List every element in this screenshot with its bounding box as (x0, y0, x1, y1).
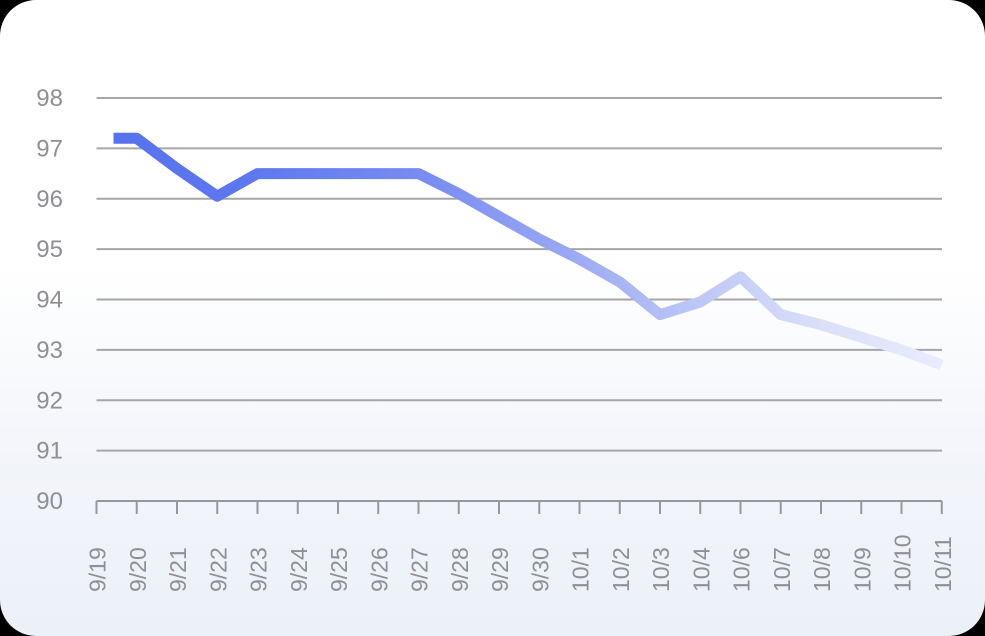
y-tick-label: 96 (36, 186, 63, 213)
x-tick-label: 10/7 (769, 547, 795, 592)
x-tick-label: 10/2 (608, 547, 634, 592)
x-tick-label: 10/9 (849, 547, 875, 592)
trend-line (113, 132, 944, 371)
x-tick-label: 10/3 (648, 547, 674, 592)
x-tick-label: 9/26 (366, 547, 392, 592)
x-tick-label: 9/28 (447, 547, 473, 592)
y-tick-label: 97 (36, 135, 63, 162)
x-tick-label: 9/29 (487, 547, 513, 592)
x-tick-label: 10/1 (568, 547, 594, 592)
y-tick-label: 91 (36, 438, 63, 465)
y-tick-label: 93 (36, 337, 63, 364)
y-tick-label: 94 (36, 287, 63, 314)
x-tick-label: 9/23 (246, 547, 272, 592)
x-tick-label: 10/8 (809, 547, 835, 592)
x-tick-label: 10/4 (688, 547, 714, 592)
x-tick-label: 10/6 (729, 547, 755, 592)
y-tick-label: 92 (36, 387, 63, 414)
x-tick-label: 9/21 (165, 547, 191, 592)
x-tick-label: 9/22 (205, 547, 231, 592)
x-tick-label: 10/11 (930, 536, 956, 592)
x-tick-label: 9/19 (85, 547, 111, 592)
y-tick-label: 90 (36, 488, 63, 515)
x-tick-label: 10/10 (890, 534, 916, 592)
y-tick-label: 95 (36, 236, 63, 263)
x-tick-label: 9/24 (286, 547, 312, 592)
x-tick-label: 9/20 (125, 547, 151, 592)
x-tick-label: 9/30 (527, 547, 553, 592)
x-tick-label: 9/27 (407, 547, 433, 592)
x-tick-label: 9/25 (326, 547, 352, 592)
y-tick-label: 98 (36, 85, 63, 112)
